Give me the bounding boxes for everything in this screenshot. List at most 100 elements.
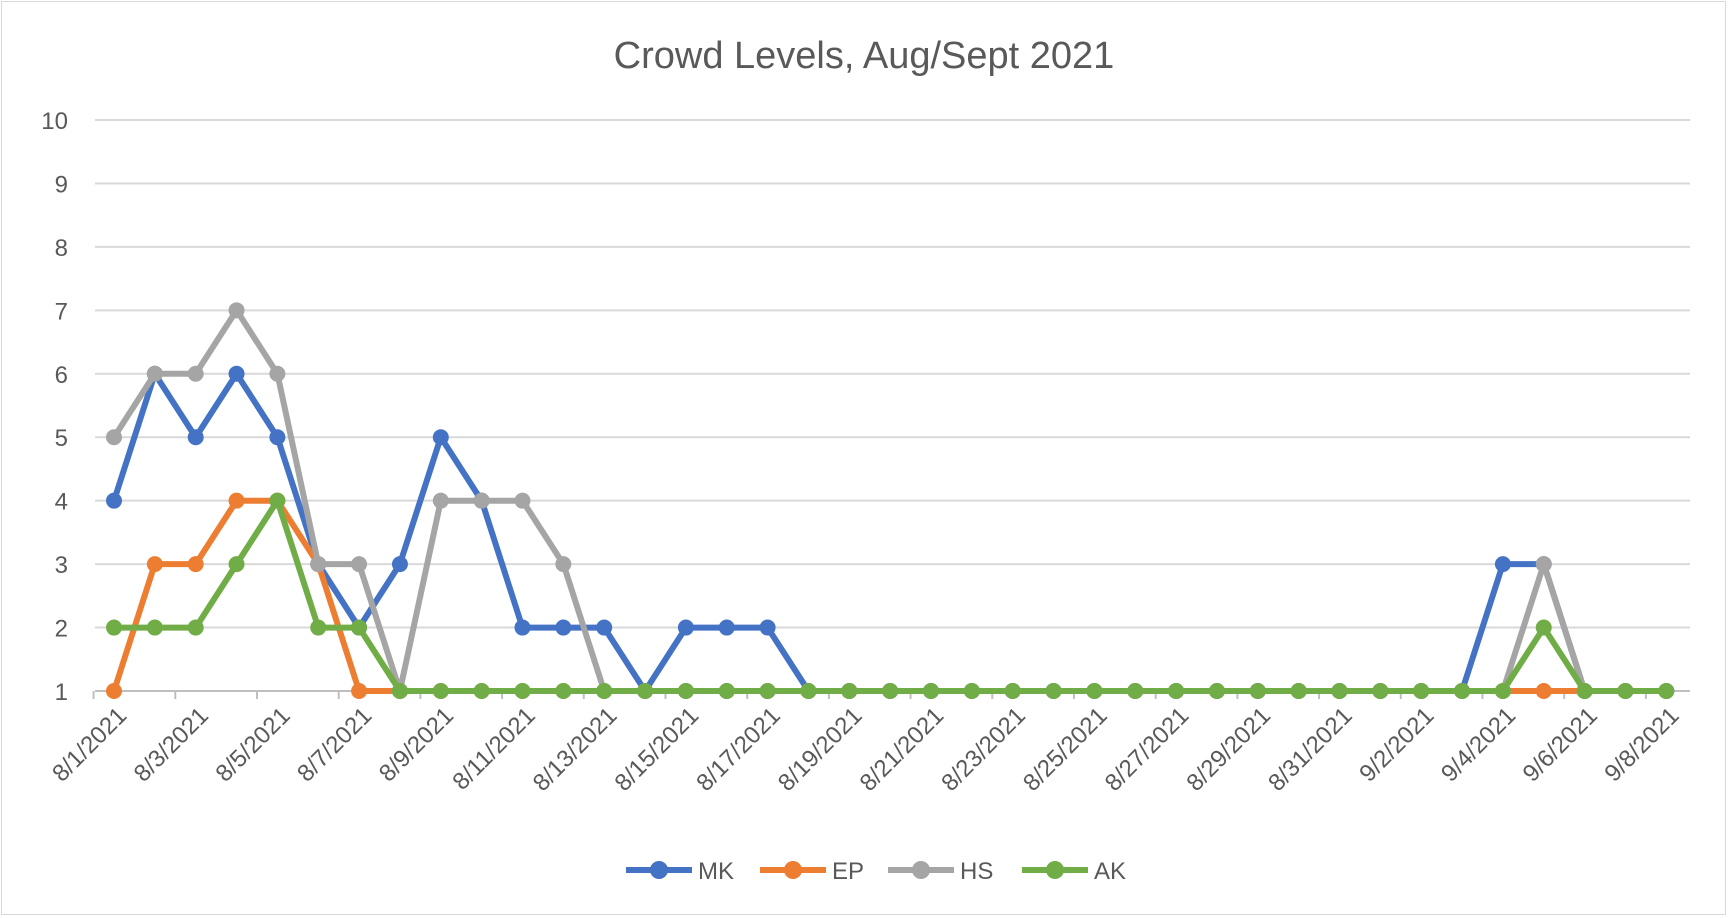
chart-title: Crowd Levels, Aug/Sept 2021 <box>614 35 1115 77</box>
data-point-ak <box>759 683 776 699</box>
legend-item-hs: HS <box>888 858 993 885</box>
data-point-hs <box>269 365 286 382</box>
data-point-ak <box>637 683 654 699</box>
data-point-ak <box>310 619 327 636</box>
x-tick-label: 9/8/2021 <box>1599 702 1684 787</box>
data-point-ak <box>1290 683 1307 699</box>
data-point-ak <box>432 683 449 699</box>
series-mk <box>106 365 1675 699</box>
data-point-ak <box>1045 683 1062 699</box>
data-point-hs <box>1535 556 1552 573</box>
data-point-mk <box>269 429 286 446</box>
data-point-ak <box>1617 683 1634 699</box>
data-point-ak <box>800 683 817 699</box>
x-tick-label: 9/4/2021 <box>1436 702 1521 787</box>
series-lines <box>106 302 1675 699</box>
data-point-ak <box>1208 683 1225 699</box>
legend-label: AK <box>1094 858 1126 885</box>
data-point-hs <box>146 365 163 382</box>
legend-swatch-marker <box>650 861 668 879</box>
legend-item-ep: EP <box>760 858 864 885</box>
y-axis-tick-labels: 1 2 3 4 5 6 7 8 9 10 <box>41 108 68 706</box>
x-tick-label: 8/5/2021 <box>210 702 295 787</box>
data-point-ep <box>146 556 163 573</box>
y-tick-label: 6 <box>55 362 68 389</box>
data-point-mk <box>514 619 531 636</box>
x-tick-label: 8/11/2021 <box>447 702 540 795</box>
data-point-ak <box>596 683 613 699</box>
data-point-ak <box>555 683 572 699</box>
x-tick-label: 8/31/2021 <box>1263 702 1358 797</box>
data-point-ak <box>106 619 122 636</box>
data-point-ak <box>187 619 204 636</box>
data-point-ak <box>391 683 408 699</box>
data-point-ak <box>1086 683 1103 699</box>
y-tick-label: 3 <box>55 552 68 579</box>
y-tick-label: 1 <box>55 679 68 706</box>
data-point-mk <box>596 619 613 636</box>
data-point-ak <box>1004 683 1021 699</box>
series-line-ep <box>111 497 1670 694</box>
data-point-ep <box>228 492 245 509</box>
legend-item-mk: MK <box>626 858 734 885</box>
data-point-ak <box>677 683 694 699</box>
legend-label: MK <box>698 858 734 885</box>
data-point-ak <box>351 619 368 636</box>
data-point-ak <box>963 683 980 699</box>
data-point-hs <box>514 492 531 509</box>
data-point-mk <box>677 619 694 636</box>
data-point-ak <box>228 556 245 573</box>
data-point-mk <box>555 619 572 636</box>
data-point-ak <box>718 683 735 699</box>
data-point-ep <box>351 683 368 699</box>
data-point-mk <box>106 492 122 509</box>
data-point-hs <box>187 365 204 382</box>
data-point-hs <box>473 492 490 509</box>
data-point-ep <box>1535 683 1552 699</box>
data-point-hs <box>310 556 327 573</box>
x-tick-label: 9/2/2021 <box>1354 702 1439 787</box>
data-point-ak <box>1576 683 1593 699</box>
data-point-hs <box>555 556 572 573</box>
data-point-hs <box>432 492 449 509</box>
x-tick-label: 8/25/2021 <box>1018 702 1113 797</box>
data-point-ak <box>882 683 899 699</box>
data-point-ak <box>1454 683 1471 699</box>
legend-swatch-marker <box>784 861 802 879</box>
x-tick-label: 8/9/2021 <box>374 702 459 787</box>
data-point-ak <box>1331 683 1348 699</box>
data-point-ak <box>1168 683 1185 699</box>
data-point-mk <box>759 619 776 636</box>
x-tick-label: 8/27/2021 <box>1100 702 1195 797</box>
data-point-ep <box>187 556 204 573</box>
data-point-ak <box>473 683 490 699</box>
data-point-mk <box>718 619 735 636</box>
data-point-ak <box>1413 683 1430 699</box>
x-tick-label: 8/3/2021 <box>129 702 214 787</box>
x-tick-label: 8/13/2021 <box>528 702 623 797</box>
x-tick-label: 8/1/2021 <box>47 702 132 787</box>
data-point-ak <box>1535 619 1552 636</box>
y-tick-label: 5 <box>55 425 68 452</box>
x-tick-label: 8/19/2021 <box>773 702 868 797</box>
data-point-ak <box>269 492 286 509</box>
x-tick-label: 8/17/2021 <box>691 702 786 797</box>
x-axis: 8/1/20218/3/20218/5/20218/7/20218/9/2021… <box>47 690 1690 797</box>
data-point-ak <box>1127 683 1144 699</box>
data-point-ak <box>1249 683 1266 699</box>
data-point-mk <box>391 556 408 573</box>
series-ak <box>106 492 1675 699</box>
x-tick-label: 8/21/2021 <box>855 702 950 797</box>
legend-label: HS <box>960 858 993 885</box>
data-point-ak <box>923 683 939 699</box>
y-tick-label: 9 <box>55 171 68 198</box>
data-point-ep <box>106 683 122 699</box>
data-point-mk <box>187 429 204 446</box>
data-point-mk <box>1494 556 1511 573</box>
data-point-hs <box>106 429 122 446</box>
legend-item-ak: AK <box>1022 858 1126 885</box>
legend-swatch-marker <box>912 861 930 879</box>
y-tick-label: 10 <box>41 108 68 135</box>
